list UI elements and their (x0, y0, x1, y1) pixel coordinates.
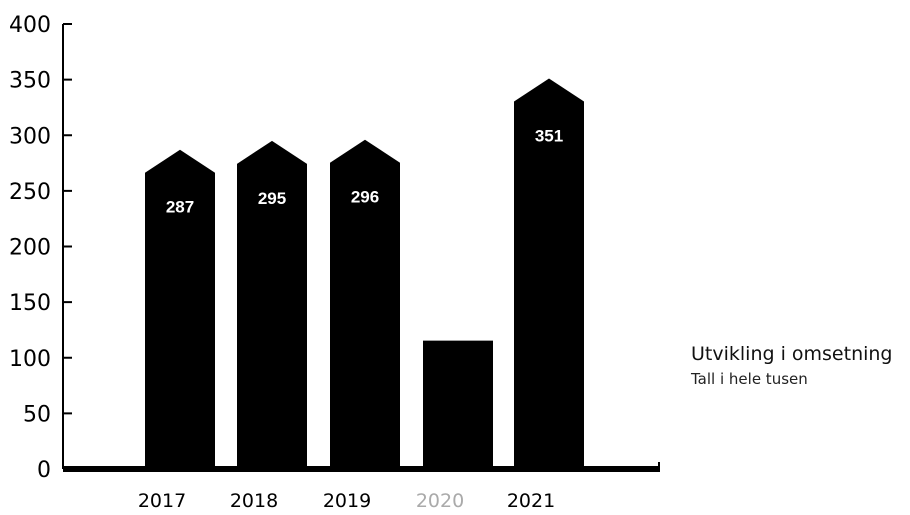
y-tick-label: 100 (9, 347, 51, 372)
y-tick-label: 150 (9, 291, 51, 316)
chart-subtitle: Tall i hele tusen (691, 370, 808, 388)
bar-value-label: 295 (258, 189, 286, 208)
bar-value-label: 351 (535, 127, 563, 146)
bar-2019 (330, 139, 400, 469)
x-tick-label: 2020 (416, 490, 464, 512)
x-tick-label: 2021 (507, 490, 555, 512)
y-tick-label: 250 (9, 180, 51, 205)
bar-2021 (514, 78, 584, 469)
bar-2018 (237, 140, 307, 469)
x-tick-label: 2017 (138, 490, 186, 512)
bar-value-label: 287 (166, 198, 194, 217)
x-tick-label: 2018 (230, 490, 278, 512)
y-tick-label: 200 (9, 236, 51, 261)
y-tick-label: 0 (37, 458, 51, 483)
chart-caption: Utvikling i omsetning Tall i hele tusen (691, 343, 893, 388)
x-axis: 2017 2018 2019 2020 2021 (138, 490, 555, 512)
bar-2017 (145, 149, 215, 469)
y-tick-label: 300 (9, 124, 51, 149)
y-tick-label: 400 (9, 13, 51, 38)
y-tick-label: 50 (23, 402, 51, 427)
chart-title: Utvikling i omsetning (691, 343, 893, 365)
bar-2020 (423, 340, 493, 469)
bars: 287 295 296 351 (145, 78, 584, 469)
bar-value-label: 296 (351, 188, 379, 207)
x-tick-label: 2019 (323, 490, 371, 512)
y-tick-label: 350 (9, 69, 51, 94)
